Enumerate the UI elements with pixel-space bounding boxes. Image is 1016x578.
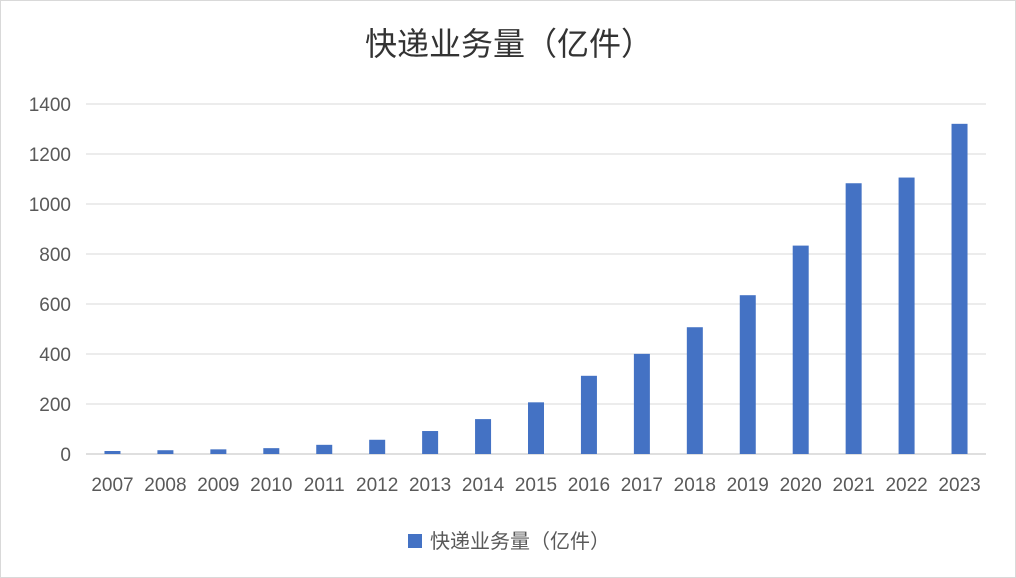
bar: [422, 431, 439, 454]
y-tick-label: 200: [39, 395, 71, 416]
y-tick-label: 1400: [29, 95, 71, 116]
y-tick-label: 1000: [29, 195, 71, 216]
legend-swatch: [408, 533, 422, 548]
x-tick-label: 2011: [304, 475, 345, 496]
y-tick-label: 600: [39, 295, 71, 316]
bar: [475, 419, 492, 454]
bar: [104, 451, 121, 454]
x-tick-label: 2014: [462, 475, 505, 496]
x-tick-label: 2012: [356, 475, 398, 496]
bar: [845, 183, 862, 454]
bar: [528, 402, 544, 454]
y-tick-label: 0: [60, 445, 71, 466]
bar: [369, 439, 386, 454]
chart-title: 快递业务量（亿件）: [364, 25, 653, 63]
x-tick-label: 2019: [727, 475, 769, 496]
bar: [686, 327, 703, 454]
bar: [316, 444, 333, 454]
x-tick-label: 2008: [144, 475, 186, 496]
x-tick-label: 2020: [780, 475, 822, 496]
x-tick-label: 2018: [674, 475, 716, 496]
x-tick-label: 2017: [621, 475, 663, 496]
legend: 快递业务量（亿件）: [1, 525, 1015, 554]
y-tick-label: 800: [39, 245, 71, 266]
bar: [580, 375, 597, 454]
x-tick-label: 2010: [250, 475, 292, 496]
bar: [898, 177, 915, 455]
bar: [633, 353, 650, 454]
y-tick-label: 400: [39, 345, 71, 366]
x-tick-label: 2023: [938, 475, 980, 496]
bar: [157, 450, 174, 454]
x-tick-label: 2016: [568, 475, 610, 496]
legend-label: 快递业务量（亿件）: [430, 529, 610, 553]
bar: [210, 449, 227, 454]
bar: [263, 448, 280, 454]
x-tick-label: 2013: [409, 475, 451, 496]
y-tick-label: 1200: [29, 145, 71, 166]
x-tick-label: 2007: [91, 475, 133, 496]
bar: [792, 245, 809, 454]
x-tick-label: 2021: [833, 475, 875, 496]
x-tick-label: 2009: [197, 475, 239, 496]
x-tick-label: 2015: [515, 475, 557, 496]
x-tick-label: 2022: [885, 475, 927, 496]
bar: [951, 123, 968, 454]
bar: [739, 295, 756, 454]
